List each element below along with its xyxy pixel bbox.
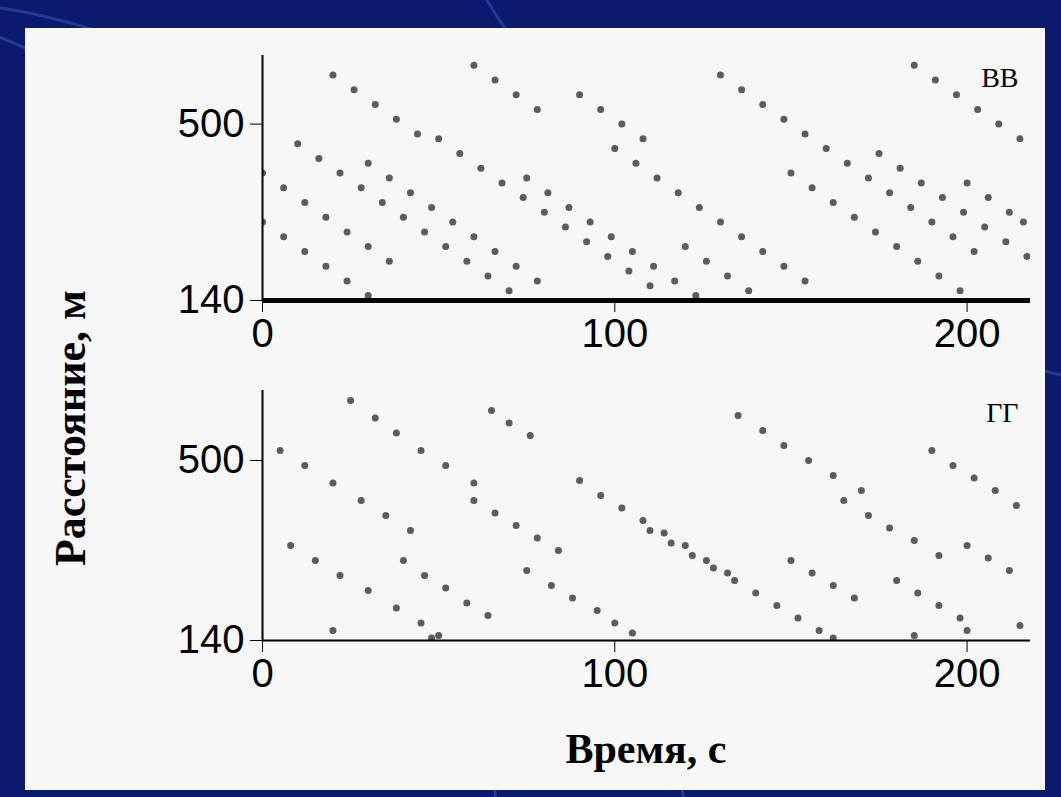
svg-text:0: 0: [251, 651, 273, 695]
svg-text:ГГ: ГГ: [986, 397, 1018, 428]
svg-text:500: 500: [178, 101, 245, 145]
svg-text:200: 200: [934, 311, 1001, 355]
svg-text:140: 140: [178, 277, 245, 321]
svg-text:0: 0: [251, 311, 273, 355]
svg-text:500: 500: [178, 437, 245, 481]
svg-text:140: 140: [178, 617, 245, 661]
svg-text:ВВ: ВВ: [981, 62, 1018, 93]
svg-text:100: 100: [581, 651, 648, 695]
svg-text:100: 100: [581, 311, 648, 355]
html-text:Расстояние, м: Расстояние, м: [45, 289, 95, 567]
html-text:Время, с: Время, с: [565, 726, 727, 772]
svg-text:200: 200: [934, 651, 1001, 695]
